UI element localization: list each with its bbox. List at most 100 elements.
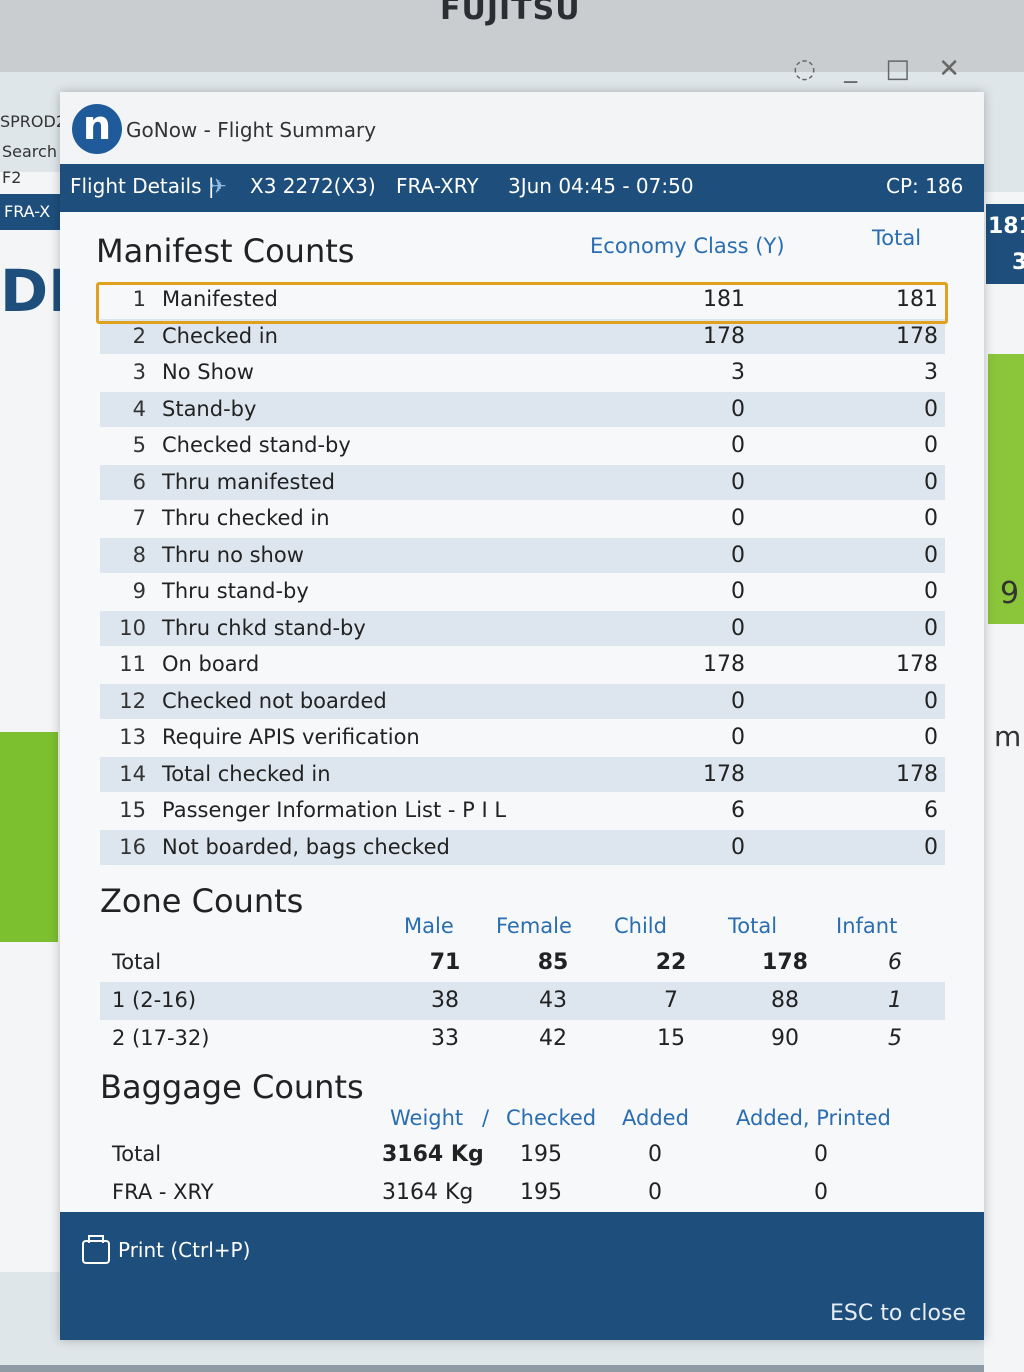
manifest-row-total: 0 <box>924 688 938 714</box>
manifest-row-label: Thru chkd stand-by <box>162 615 366 640</box>
manifest-row-total: 178 <box>896 761 938 787</box>
manifest-row-economy: 0 <box>731 506 745 531</box>
manifest-row-number: 5 <box>132 433 146 457</box>
flight-details-header: Flight Details | ✈ X3 2272(X3) FRA-XRY 3… <box>60 164 984 212</box>
manifest-row-economy: 0 <box>731 469 745 495</box>
manifest-row-total: 0 <box>924 542 938 568</box>
baggage-cell-checked: 195 <box>520 1180 562 1205</box>
background-right-header: 181 3 <box>986 204 1024 284</box>
manifest-row-label: Stand-by <box>162 396 257 421</box>
total-header: Total <box>872 226 922 250</box>
baggage-row: Total 3164 Kg 195 0 0 <box>100 1136 945 1174</box>
manifest-row-total: 0 <box>924 579 938 604</box>
manifest-row-economy: 178 <box>703 761 745 787</box>
manifest-row-label: Checked stand-by <box>162 433 351 457</box>
zone-cell-female: 42 <box>539 1026 567 1051</box>
zone-cell-total: 88 <box>771 988 799 1013</box>
zone-infant-header: Infant <box>836 914 898 938</box>
manifest-row-total: 3 <box>924 360 938 385</box>
manifest-row-economy: 181 <box>703 287 745 312</box>
manifest-row-economy: 0 <box>731 396 745 422</box>
manifest-row-label: On board <box>162 652 260 676</box>
background-left-panel <box>0 172 65 1272</box>
manifest-row-economy: 0 <box>731 579 745 604</box>
print-button[interactable]: Print (Ctrl+P) <box>82 1234 250 1264</box>
manifest-row: 13 Require APIS verification 0 0 <box>100 720 945 755</box>
dialog-titlebar[interactable]: n GoNow - Flight Summary ◌ _ □ ✕ <box>60 54 984 176</box>
manifest-row-total: 0 <box>924 433 938 458</box>
screen: SPROD2 Search F2 FRA-X DIN 181 3 9 m n G… <box>0 54 1024 1372</box>
zone-row: 1 (2-16) 38 43 7 88 1 <box>100 982 945 1020</box>
zone-row: 2 (17-32) 33 42 15 90 5 <box>100 1020 945 1058</box>
economy-class-header: Economy Class (Y) <box>590 234 785 258</box>
baggage-cell-added_printed: 0 <box>814 1180 828 1205</box>
baggage-cell-weight: 3164 Kg <box>382 1180 474 1205</box>
background-route-bar: FRA-X <box>0 194 64 230</box>
zone-cell-male: 33 <box>431 1026 459 1051</box>
manifest-row-label: Thru no show <box>162 542 304 567</box>
monitor-brand: FUJITSU <box>440 0 581 27</box>
manifest-row-economy: 0 <box>731 433 745 458</box>
baggage-cell-weight: 3164 Kg <box>382 1142 484 1167</box>
zone-cell-male: 38 <box>431 988 459 1013</box>
manifest-row: 3 No Show 3 3 <box>100 355 945 390</box>
zone-cell-infant: 6 <box>888 950 902 975</box>
manifest-row-label: Thru stand-by <box>162 579 309 603</box>
manifest-row-label: Not boarded, bags checked <box>162 834 450 859</box>
manifest-row-economy: 0 <box>731 688 745 714</box>
manifest-row-economy: 3 <box>731 360 745 385</box>
esc-close-hint[interactable]: ESC to close <box>830 1301 966 1326</box>
background-right-m: m <box>994 720 1022 753</box>
zone-cell-infant: 5 <box>888 1026 902 1051</box>
baggage-row: FRA - XRY 3164 Kg 195 0 0 <box>100 1174 945 1212</box>
manifest-row: 15 Passenger Information List - P I L 6 6 <box>100 793 945 828</box>
baggage-checked-header: Checked <box>506 1106 597 1130</box>
airline-logo-icon: ✈ <box>210 174 227 198</box>
manifest-row-total: 0 <box>924 469 938 495</box>
manifest-row-label: Require APIS verification <box>162 725 420 749</box>
flight-details-label: Flight Details | <box>70 174 215 198</box>
manifest-row-label: Thru manifested <box>162 469 335 494</box>
manifest-row-label: Manifested <box>162 287 278 311</box>
manifest-row-total: 0 <box>924 506 938 531</box>
manifest-row-label: Checked in <box>162 323 278 348</box>
manifest-row-label: Thru checked in <box>162 506 330 530</box>
manifest-row: 1 Manifested 181 181 <box>100 282 945 317</box>
manifest-row: 5 Checked stand-by 0 0 <box>100 428 945 463</box>
manifest-counts-title: Manifest Counts <box>96 232 355 270</box>
checkpoint-count: CP: 186 <box>886 174 964 198</box>
monitor-bezel: FUJITSU <box>0 0 1024 72</box>
printer-icon <box>82 1234 110 1264</box>
background-search-label[interactable]: Search <box>2 142 57 161</box>
zone-row-label: 2 (17-32) <box>112 1026 210 1050</box>
manifest-row-number: 10 <box>119 615 146 640</box>
zone-row-label: 1 (2-16) <box>112 988 197 1012</box>
background-green-block-right: 9 <box>988 354 1024 624</box>
zone-cell-child: 15 <box>657 1026 685 1051</box>
zone-cell-infant: 1 <box>888 988 902 1013</box>
gonow-logo-icon: n <box>72 104 122 154</box>
background-route-label: FRA-X <box>4 202 51 221</box>
manifest-row-total: 0 <box>924 396 938 422</box>
manifest-row-economy: 0 <box>731 725 745 750</box>
manifest-row-number: 2 <box>132 323 146 348</box>
manifest-row-number: 1 <box>132 287 146 311</box>
manifest-row-economy: 6 <box>731 798 745 823</box>
zone-row-label: Total <box>112 950 162 974</box>
manifest-row-economy: 178 <box>703 652 745 677</box>
manifest-row-number: 14 <box>119 761 146 786</box>
manifest-row-number: 8 <box>132 542 146 567</box>
flight-route: FRA-XRY <box>396 174 479 198</box>
dialog-title: GoNow - Flight Summary <box>126 118 377 142</box>
baggage-row-label: Total <box>112 1142 162 1166</box>
zone-male-header: Male <box>404 914 454 938</box>
manifest-row-label: No Show <box>162 360 254 384</box>
manifest-row-number: 12 <box>119 688 146 713</box>
manifest-row: 9 Thru stand-by 0 0 <box>100 574 945 609</box>
baggage-cell-checked: 195 <box>520 1142 562 1167</box>
zone-cell-female: 43 <box>539 988 567 1013</box>
manifest-row: 11 On board 178 178 <box>100 647 945 682</box>
window-controls[interactable]: ◌ _ □ ✕ <box>793 54 970 84</box>
background-f2-label: F2 <box>2 168 22 187</box>
manifest-row-total: 0 <box>924 615 938 641</box>
